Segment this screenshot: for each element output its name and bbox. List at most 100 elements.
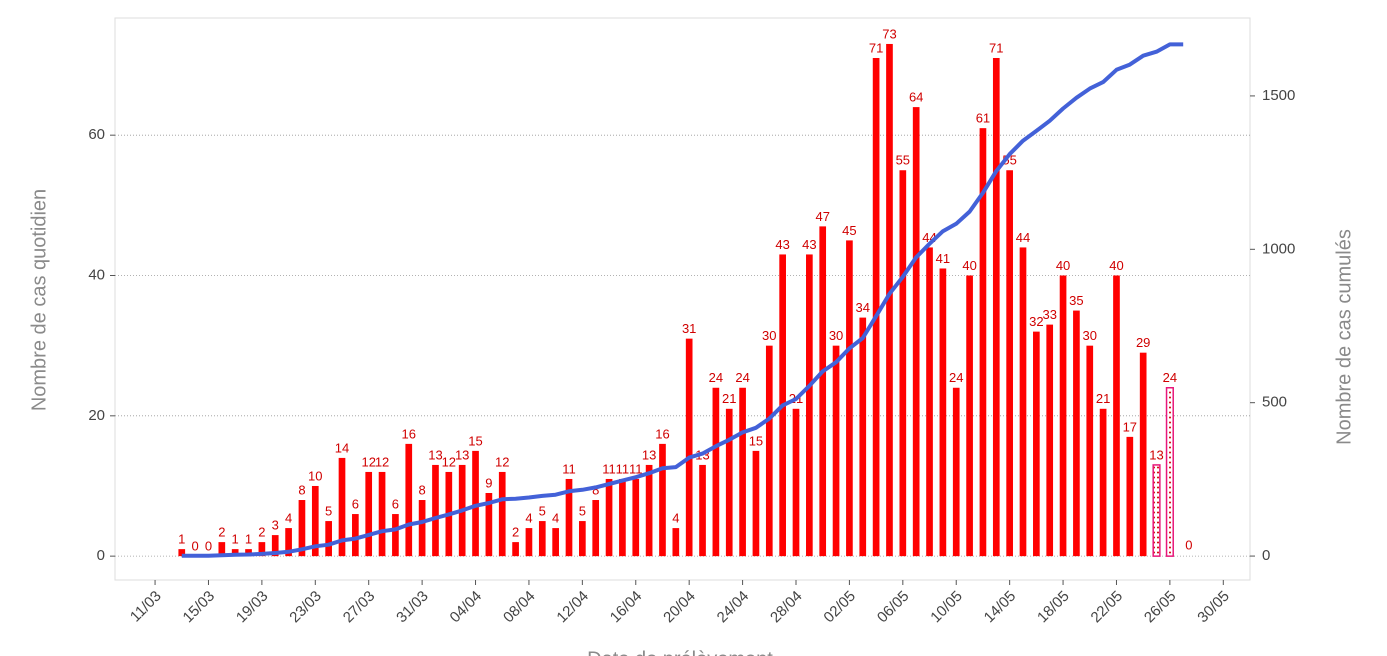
bar (405, 443, 413, 557)
bar (392, 514, 399, 557)
value-label: 4 (285, 511, 292, 526)
bar (432, 464, 439, 557)
value-label: 10 (308, 468, 322, 483)
x-axis-title: Date de prélèvement (587, 648, 773, 656)
value-label: 34 (856, 300, 870, 315)
bar (1073, 310, 1080, 557)
bar (365, 471, 373, 557)
bar (619, 478, 626, 557)
value-label: 11 (629, 461, 643, 476)
bar (952, 387, 960, 557)
bar (1126, 436, 1134, 557)
value-label: 4 (552, 511, 559, 526)
value-label: 15 (749, 433, 763, 448)
x-tick-label: 23/03 (286, 588, 325, 627)
value-label: 31 (682, 321, 696, 336)
bar (498, 471, 506, 557)
bar (659, 443, 666, 557)
value-label: 11 (562, 461, 576, 476)
bar (846, 240, 853, 557)
y2-tick-label: 1500 (1262, 87, 1295, 104)
bar (966, 275, 973, 557)
bar (378, 471, 386, 557)
value-label: 55 (896, 153, 910, 168)
value-label: 14 (335, 440, 349, 455)
x-tick-label: 31/03 (393, 588, 432, 627)
x-tick-label: 12/04 (553, 588, 592, 627)
value-label: 43 (775, 237, 789, 252)
value-label: 2 (512, 525, 519, 540)
value-label: 24 (949, 370, 963, 385)
bar (739, 387, 746, 557)
bar (672, 528, 680, 557)
value-label: 12 (495, 454, 509, 469)
bar (285, 528, 292, 557)
value-label: 8 (592, 482, 599, 497)
bar (699, 464, 706, 557)
x-tick-label: 26/05 (1141, 588, 1180, 627)
x-tick-label: 18/05 (1034, 588, 1073, 627)
value-label: 24 (735, 370, 749, 385)
value-label: 15 (468, 433, 482, 448)
bar (872, 57, 880, 557)
bar (712, 387, 720, 557)
bar (538, 521, 546, 557)
bar (725, 408, 733, 557)
value-label: 43 (802, 237, 816, 252)
value-label: 6 (352, 496, 359, 511)
value-label: 30 (1083, 328, 1097, 343)
value-label: 13 (455, 447, 469, 462)
bar (338, 457, 346, 557)
value-label: 12 (375, 454, 389, 469)
value-label: 24 (1163, 370, 1177, 385)
value-label: 0 (192, 539, 199, 554)
value-label: 12 (442, 454, 456, 469)
value-label: 13 (428, 447, 442, 462)
value-label: 16 (402, 426, 416, 441)
value-label: 32 (1029, 314, 1043, 329)
value-label: 47 (815, 209, 829, 224)
bar (1059, 275, 1067, 557)
y2-tick-label: 1000 (1262, 240, 1295, 257)
value-label: 11 (616, 461, 630, 476)
y-tick-label: 60 (88, 126, 105, 143)
bar (806, 254, 813, 557)
value-label: 29 (1136, 335, 1150, 350)
value-label: 30 (762, 328, 776, 343)
y-axis-title: Nombre de cas quotidien (28, 189, 50, 411)
bar (886, 43, 893, 557)
bar (1165, 387, 1174, 557)
value-label: 33 (1042, 307, 1056, 322)
bar (752, 450, 760, 557)
bar (512, 542, 519, 557)
value-label: 3 (272, 518, 279, 533)
value-label: 45 (842, 223, 856, 238)
bar (926, 247, 933, 557)
bar (231, 549, 239, 557)
x-tick-label: 28/04 (767, 588, 806, 627)
value-label: 35 (1069, 293, 1083, 308)
value-label: 21 (722, 391, 736, 406)
value-label: 71 (989, 40, 1003, 55)
x-tick-label: 11/03 (127, 588, 165, 626)
value-label: 8 (298, 482, 305, 497)
bar (311, 485, 319, 557)
value-label: 4 (525, 511, 532, 526)
value-label: 1 (245, 532, 252, 547)
bar (632, 478, 640, 557)
x-tick-label: 02/05 (820, 588, 859, 627)
value-label: 16 (655, 426, 669, 441)
value-label: 0 (205, 539, 212, 554)
bar (645, 464, 653, 557)
bar (685, 338, 693, 557)
value-label: 61 (976, 111, 990, 126)
value-label: 24 (709, 370, 723, 385)
value-label: 40 (962, 258, 976, 273)
bar (1046, 324, 1054, 557)
y-tick-label: 0 (97, 547, 105, 564)
bar (178, 549, 186, 557)
value-label: 71 (869, 40, 883, 55)
bar (1033, 331, 1040, 557)
bar (819, 226, 827, 557)
